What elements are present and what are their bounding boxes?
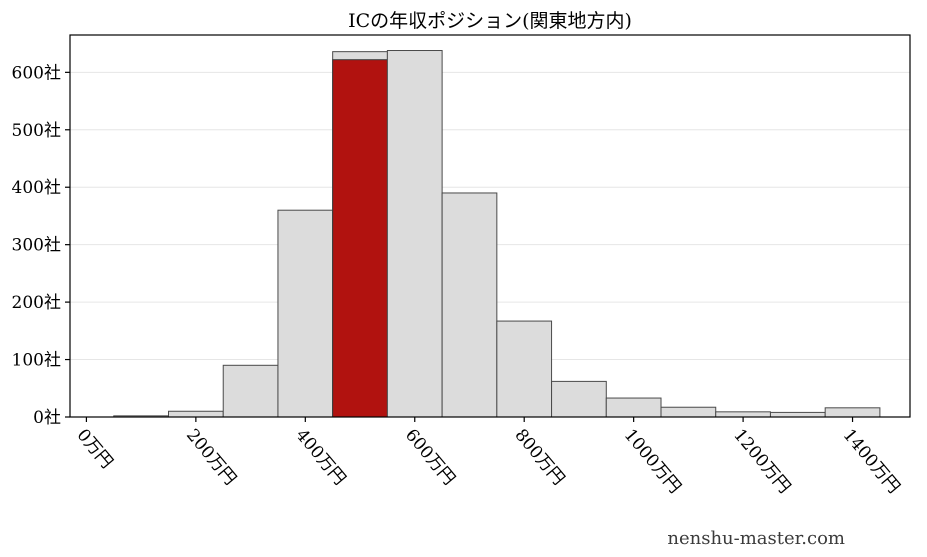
x-tick-label: 400万円 — [291, 425, 349, 489]
histogram-bar — [441, 192, 498, 418]
plot-border — [69, 34, 911, 418]
chart-title: ICの年収ポジション(関東地方内) — [348, 10, 632, 32]
histogram-bar — [605, 397, 662, 418]
x-tick-label: 200万円 — [182, 425, 240, 489]
x-tick-label: 1000万円 — [620, 425, 685, 497]
x-tick-label: 1200万円 — [729, 425, 794, 497]
y-tick-label: 200社 — [12, 293, 61, 313]
histogram-bar-highlighted — [332, 59, 388, 418]
y-tick-label: 0社 — [33, 408, 61, 428]
histogram-bar — [824, 407, 881, 418]
histogram-bar — [386, 50, 443, 418]
y-tick-label: 500社 — [12, 121, 61, 141]
y-tick-label: 600社 — [12, 63, 61, 83]
x-tick-label: 800万円 — [510, 425, 568, 489]
x-tick-label: 0万円 — [73, 425, 117, 472]
histogram-bar — [551, 380, 607, 418]
x-tick-label: 600万円 — [401, 425, 459, 489]
x-tick-label: 1400万円 — [839, 425, 904, 497]
watermark-text: nenshu-master.com — [667, 528, 845, 549]
histogram-bar — [496, 320, 553, 418]
histogram-bar — [222, 364, 279, 418]
histogram-bar — [715, 411, 771, 418]
y-tick-label: 300社 — [12, 236, 61, 256]
histogram-bar — [769, 411, 826, 418]
histogram-bar — [168, 410, 224, 418]
histogram-bar — [660, 406, 717, 418]
y-tick-label: 100社 — [12, 351, 61, 371]
y-tick-label: 400社 — [12, 178, 61, 198]
histogram-bar — [277, 209, 334, 418]
